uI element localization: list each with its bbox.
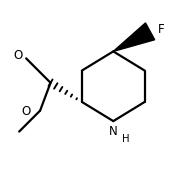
Text: O: O	[14, 49, 23, 62]
Text: N: N	[109, 125, 118, 138]
Text: O: O	[22, 105, 31, 118]
Text: F: F	[158, 23, 164, 36]
Text: H: H	[122, 134, 129, 144]
Polygon shape	[113, 23, 155, 51]
